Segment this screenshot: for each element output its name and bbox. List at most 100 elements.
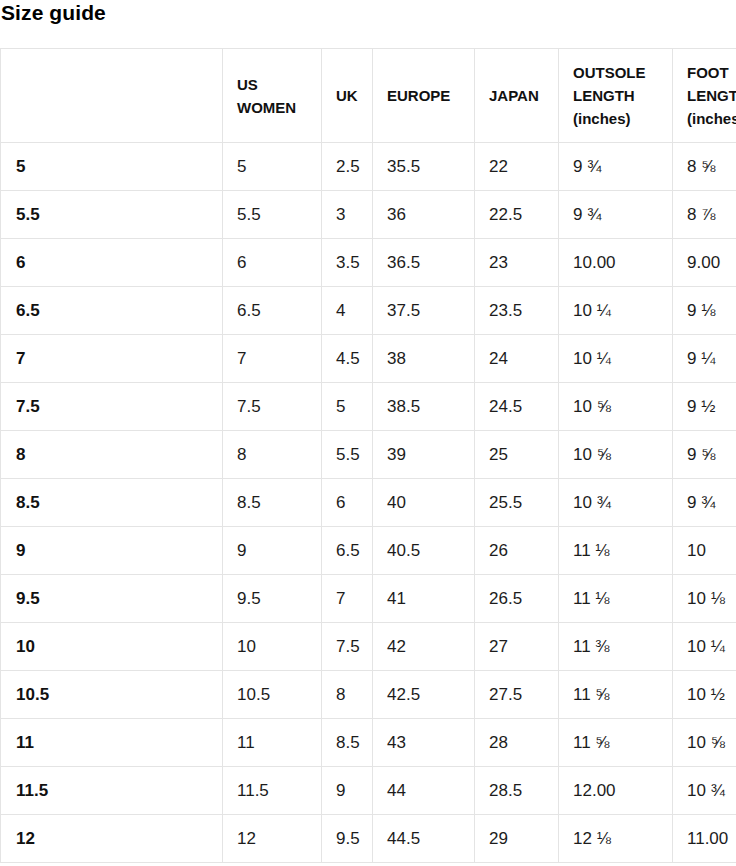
row-size-label: 12 [1, 815, 223, 863]
cell-uk: 9 [322, 767, 373, 815]
cell-outsole-length: 10 ¼ [559, 287, 673, 335]
row-size-label: 5 [1, 143, 223, 191]
row-size-label: 10.5 [1, 671, 223, 719]
cell-uk: 8.5 [322, 719, 373, 767]
cell-foot-length: 9 ¾ [673, 479, 736, 527]
cell-uk: 3 [322, 191, 373, 239]
table-row: 12129.544.52912 ⅛11.00 [1, 815, 736, 863]
cell-us-women: 11 [223, 719, 322, 767]
cell-us-women: 6.5 [223, 287, 322, 335]
col-header-foot-length: FOOT LENGTH (inches) [673, 49, 736, 143]
col-header-outsole-length: OUTSOLE LENGTH (inches) [559, 49, 673, 143]
table-row: 7.57.5538.524.510 ⅝9 ½ [1, 383, 736, 431]
col-header-japan: JAPAN [475, 49, 559, 143]
table-row: 5.55.533622.59 ¾8 ⅞ [1, 191, 736, 239]
cell-japan: 23 [475, 239, 559, 287]
cell-foot-length: 9 ½ [673, 383, 736, 431]
cell-outsole-length: 11 ⅛ [559, 527, 673, 575]
cell-japan: 24.5 [475, 383, 559, 431]
cell-japan: 27 [475, 623, 559, 671]
cell-outsole-length: 11 ⅝ [559, 719, 673, 767]
cell-japan: 28.5 [475, 767, 559, 815]
cell-europe: 39 [373, 431, 475, 479]
cell-outsole-length: 11 ⅝ [559, 671, 673, 719]
cell-foot-length: 9 ⅝ [673, 431, 736, 479]
table-row: 885.5392510 ⅝9 ⅝ [1, 431, 736, 479]
row-size-label: 8.5 [1, 479, 223, 527]
row-size-label: 5.5 [1, 191, 223, 239]
cell-uk: 8 [322, 671, 373, 719]
cell-foot-length: 10 [673, 527, 736, 575]
cell-outsole-length: 10 ¾ [559, 479, 673, 527]
table-row: 996.540.52611 ⅛10 [1, 527, 736, 575]
cell-us-women: 10.5 [223, 671, 322, 719]
cell-foot-length: 10 ½ [673, 671, 736, 719]
cell-foot-length: 9.00 [673, 239, 736, 287]
cell-foot-length: 10 ⅝ [673, 719, 736, 767]
cell-foot-length: 10 ⅛ [673, 575, 736, 623]
cell-japan: 23.5 [475, 287, 559, 335]
row-size-label: 6 [1, 239, 223, 287]
cell-uk: 2.5 [322, 143, 373, 191]
size-guide-table: US WOMEN UK EUROPE JAPAN OUTSOLE LENGTH … [0, 48, 736, 863]
table-row: 774.5382410 ¼9 ¼ [1, 335, 736, 383]
cell-japan: 26 [475, 527, 559, 575]
cell-japan: 24 [475, 335, 559, 383]
row-size-label: 9.5 [1, 575, 223, 623]
cell-uk: 7.5 [322, 623, 373, 671]
cell-europe: 38 [373, 335, 475, 383]
row-size-label: 6.5 [1, 287, 223, 335]
cell-europe: 35.5 [373, 143, 475, 191]
cell-outsole-length: 10 ⅝ [559, 383, 673, 431]
cell-outsole-length: 10 ¼ [559, 335, 673, 383]
cell-uk: 5 [322, 383, 373, 431]
cell-europe: 36.5 [373, 239, 475, 287]
col-header-us-women: US WOMEN [223, 49, 322, 143]
cell-outsole-length: 9 ¾ [559, 143, 673, 191]
size-guide-table-container: US WOMEN UK EUROPE JAPAN OUTSOLE LENGTH … [0, 48, 736, 863]
header-row: US WOMEN UK EUROPE JAPAN OUTSOLE LENGTH … [1, 49, 736, 143]
cell-outsole-length: 11 ⅛ [559, 575, 673, 623]
cell-foot-length: 10 ¾ [673, 767, 736, 815]
cell-outsole-length: 11 ⅜ [559, 623, 673, 671]
table-row: 8.58.564025.510 ¾9 ¾ [1, 479, 736, 527]
table-row: 663.536.52310.009.00 [1, 239, 736, 287]
cell-uk: 6 [322, 479, 373, 527]
row-size-label: 7 [1, 335, 223, 383]
cell-europe: 44.5 [373, 815, 475, 863]
cell-japan: 29 [475, 815, 559, 863]
cell-japan: 26.5 [475, 575, 559, 623]
cell-japan: 25 [475, 431, 559, 479]
cell-japan: 28 [475, 719, 559, 767]
table-row: 11.511.594428.512.0010 ¾ [1, 767, 736, 815]
page-title: Size guide [0, 0, 736, 24]
cell-uk: 3.5 [322, 239, 373, 287]
cell-foot-length: 9 ¼ [673, 335, 736, 383]
cell-us-women: 5.5 [223, 191, 322, 239]
cell-europe: 42.5 [373, 671, 475, 719]
cell-uk: 4 [322, 287, 373, 335]
cell-outsole-length: 10 ⅝ [559, 431, 673, 479]
cell-uk: 6.5 [322, 527, 373, 575]
cell-us-women: 7.5 [223, 383, 322, 431]
table-row: 10107.5422711 ⅜10 ¼ [1, 623, 736, 671]
cell-us-women: 5 [223, 143, 322, 191]
cell-uk: 5.5 [322, 431, 373, 479]
row-size-label: 9 [1, 527, 223, 575]
cell-japan: 25.5 [475, 479, 559, 527]
table-row: 6.56.5437.523.510 ¼9 ⅛ [1, 287, 736, 335]
cell-us-women: 9 [223, 527, 322, 575]
cell-outsole-length: 12.00 [559, 767, 673, 815]
cell-japan: 22 [475, 143, 559, 191]
row-size-label: 8 [1, 431, 223, 479]
size-table-body: 552.535.5229 ¾8 ⅝5.55.533622.59 ¾8 ⅞663.… [1, 143, 736, 863]
cell-outsole-length: 12 ⅛ [559, 815, 673, 863]
cell-foot-length: 9 ⅛ [673, 287, 736, 335]
table-row: 11118.5432811 ⅝10 ⅝ [1, 719, 736, 767]
row-size-label: 11.5 [1, 767, 223, 815]
cell-europe: 38.5 [373, 383, 475, 431]
cell-us-women: 8.5 [223, 479, 322, 527]
cell-us-women: 7 [223, 335, 322, 383]
cell-us-women: 10 [223, 623, 322, 671]
cell-us-women: 11.5 [223, 767, 322, 815]
